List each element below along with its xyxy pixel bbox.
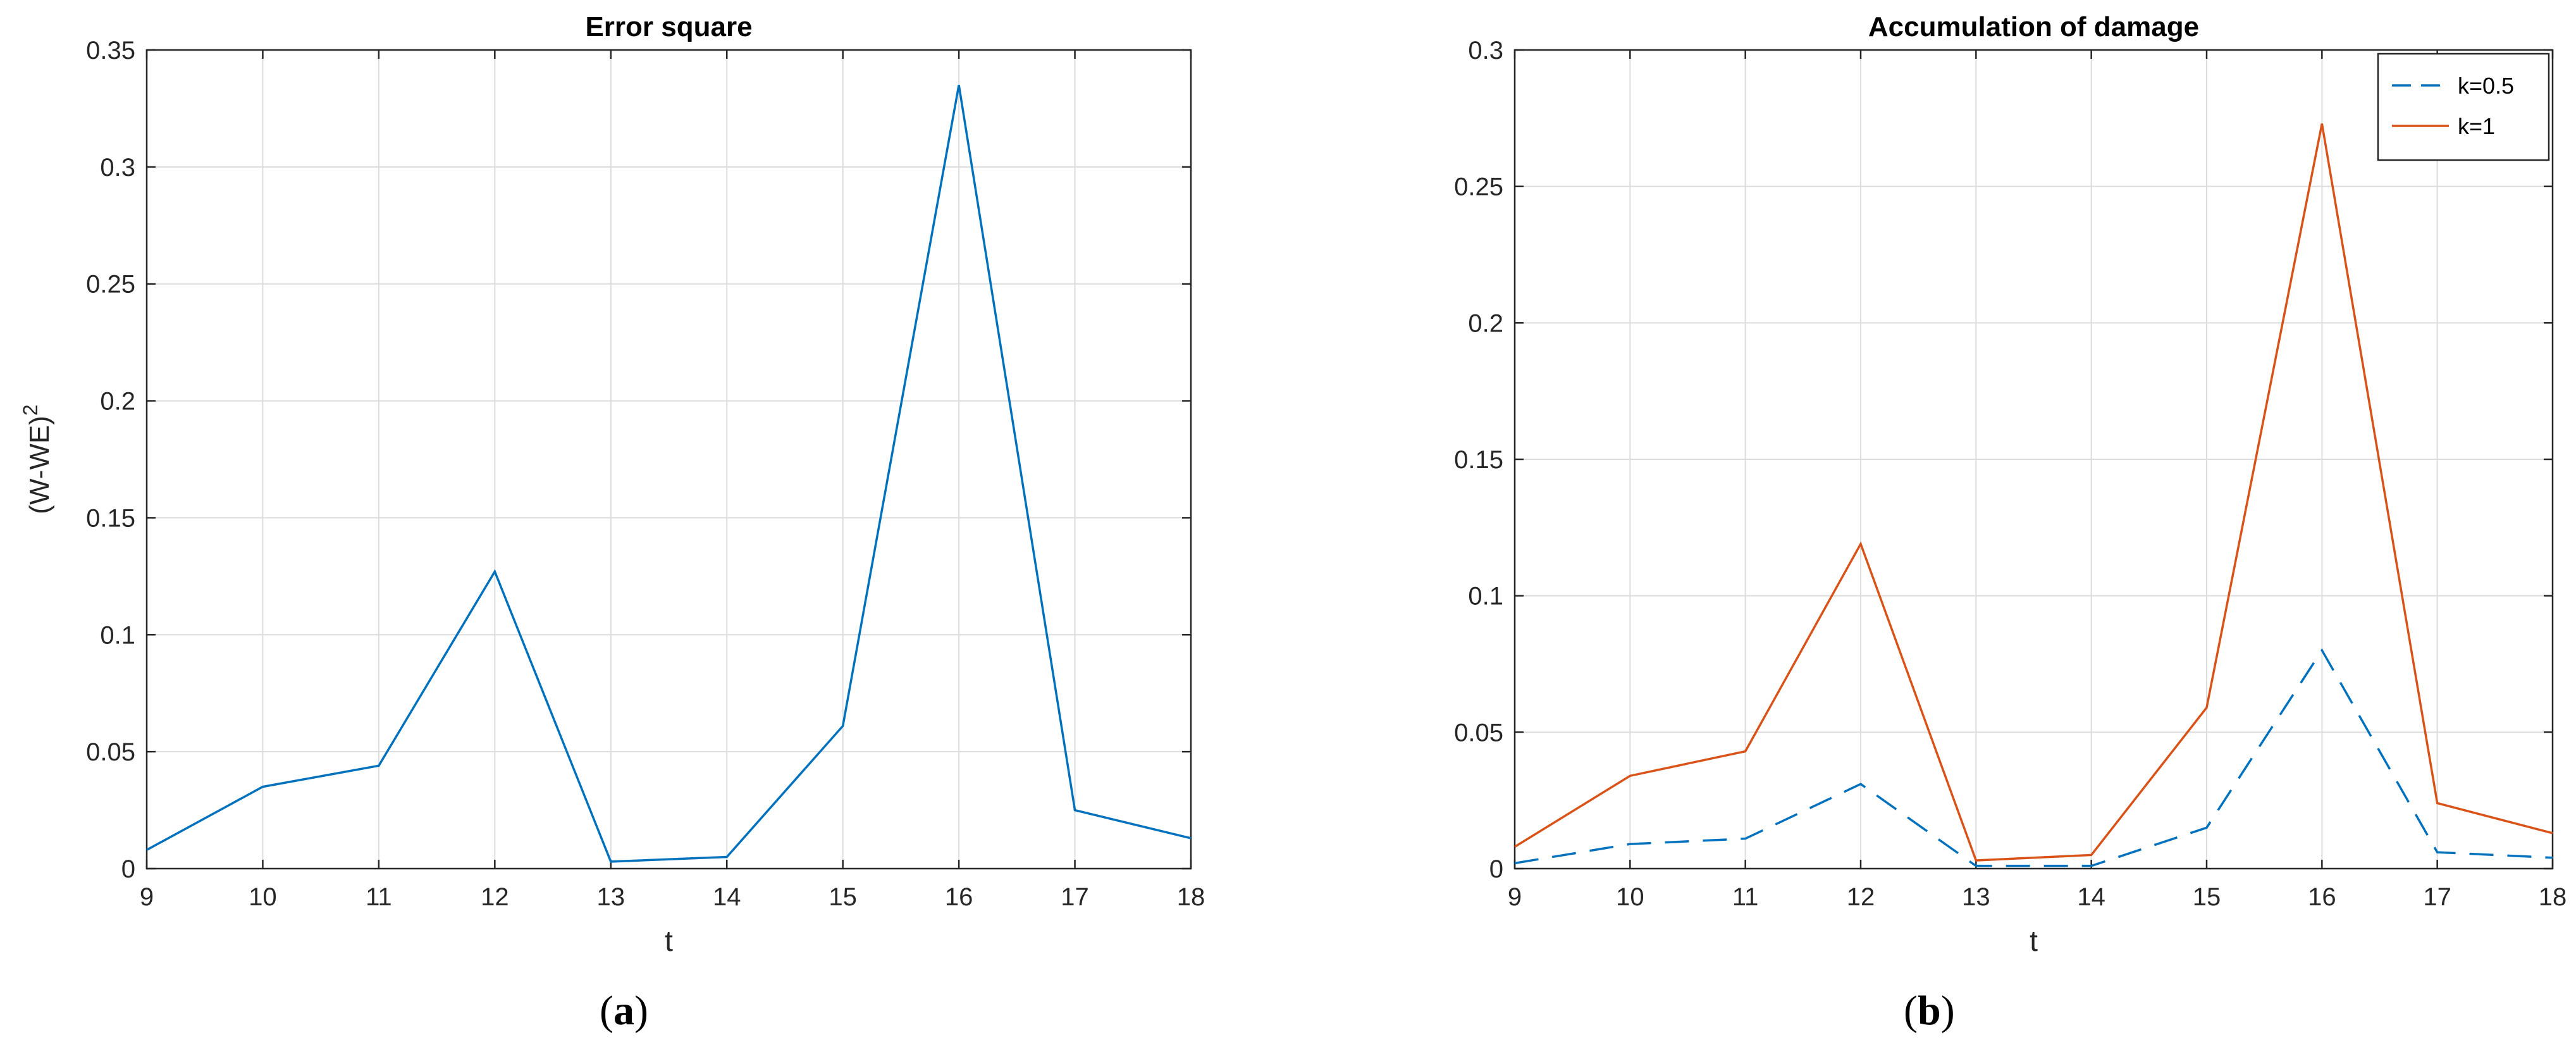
legend: k=0.5 k=1 <box>2377 53 2550 161</box>
x-tick-label: 10 <box>1616 883 1644 911</box>
x-tick-label: 11 <box>366 883 392 911</box>
chart-title: Accumulation of damage <box>1868 11 2199 42</box>
x-tick-label: 13 <box>597 883 626 911</box>
y-tick-label: 0.1 <box>1468 583 1503 611</box>
chart-a: 9 10 11 12 13 14 15 16 17 18 0 0.05 0.1 0.15 0.2 0.25 0.… <box>19 11 1205 957</box>
y-tick-label: 0 <box>1489 855 1503 883</box>
panel-a-letter: a <box>613 988 634 1034</box>
x-tick-label: 18 <box>1177 883 1205 911</box>
panel-b-caption: (b) <box>1904 988 1955 1034</box>
legend-label: k=0.5 <box>2458 73 2514 99</box>
y-tick-label: 0.25 <box>1454 173 1503 201</box>
panel-a-caption: (a) <box>600 988 648 1034</box>
y-tick-label: 0 <box>121 855 135 883</box>
x-axis-label: t <box>665 924 673 957</box>
x-tick-label: 12 <box>1847 883 1875 911</box>
x-tick-label: 15 <box>829 883 857 911</box>
axes-box <box>145 49 1192 870</box>
x-tick-label: 16 <box>945 883 973 911</box>
y-tick-label: 0.05 <box>86 738 135 766</box>
panel-b-letter: b <box>1917 988 1941 1034</box>
plot-area <box>147 50 1191 869</box>
y-tick-label: 0.15 <box>1454 446 1503 474</box>
y-tick-label: 0.35 <box>86 37 135 65</box>
y-tick-label: 0.25 <box>86 271 135 299</box>
legend-label: k=1 <box>2458 113 2495 139</box>
x-tick-label: 17 <box>2423 883 2451 911</box>
x-axis-label: t <box>2030 924 2038 957</box>
series-line-k1 <box>1514 123 2553 862</box>
y-tick-label: 0.05 <box>1454 719 1503 747</box>
y-tick-label: 0.2 <box>1468 309 1503 337</box>
x-tick-label: 17 <box>1061 883 1089 911</box>
x-tick-label: 11 <box>1732 883 1759 911</box>
legend-box <box>2377 53 2550 161</box>
x-tick-label: 15 <box>2193 883 2221 911</box>
chart-title: Error square <box>585 11 752 42</box>
y-tick-label: 0.15 <box>86 504 135 532</box>
x-tick-label: 13 <box>1962 883 1990 911</box>
x-tick-label: 18 <box>2539 883 2567 911</box>
y-tick-label: 0.3 <box>1468 37 1503 65</box>
y-tick-label: 0.1 <box>100 621 135 649</box>
x-tick-label: 10 <box>249 883 277 911</box>
y-tick-label: 0.2 <box>100 388 135 416</box>
y-axis-label: (W-WE)2 <box>19 404 55 514</box>
series-line-0 <box>146 85 1192 863</box>
x-tick-label: 9 <box>140 883 154 911</box>
chart-b: 9 10 11 12 13 14 15 16 17 18 0 0.05 0.1 0.15 0.2 0.25 0.… <box>1454 11 2567 957</box>
x-tick-label: 14 <box>2077 883 2105 911</box>
y-tick-label: 0.3 <box>100 154 135 182</box>
x-tick-label: 9 <box>1508 883 1522 911</box>
x-tick-label: 14 <box>713 883 741 911</box>
x-tick-label: 16 <box>2308 883 2336 911</box>
x-tick-label: 12 <box>481 883 509 911</box>
series-line-k05 <box>1514 648 2553 867</box>
